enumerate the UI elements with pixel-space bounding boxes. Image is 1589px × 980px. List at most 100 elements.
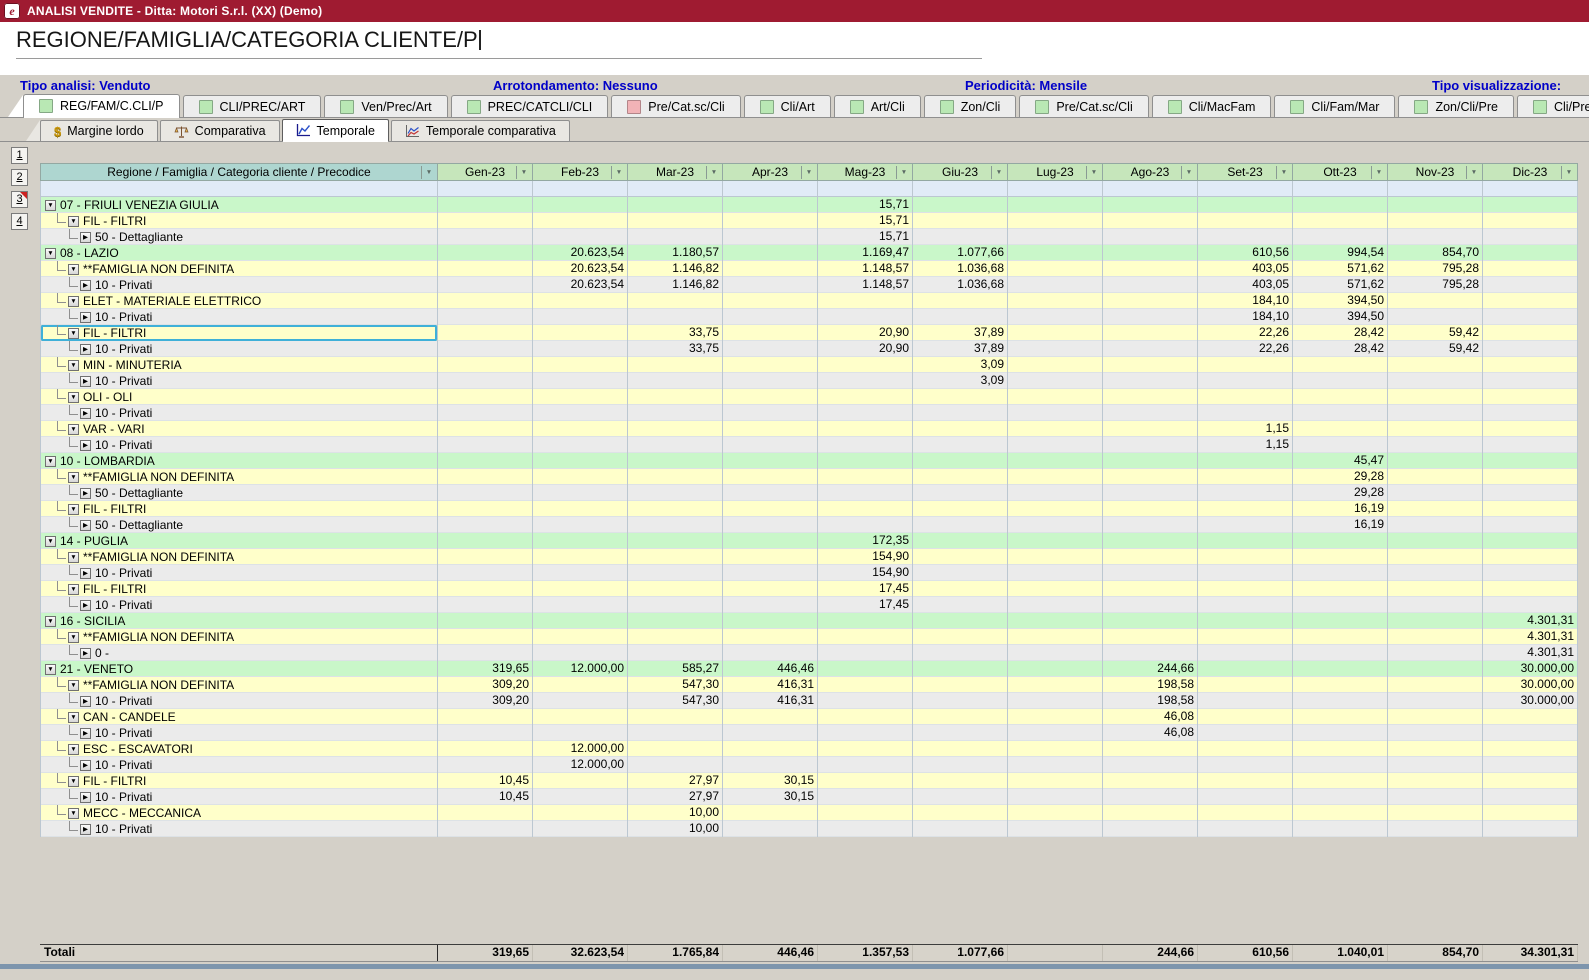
table-row[interactable]: ▼ 21 - VENETO 319,65 12.000,00 585,27 446,46 2… [40, 661, 1578, 677]
table-row[interactable]: ▶ 10 - Privati 154,90 [40, 565, 1578, 581]
month-header-mar-23[interactable]: Mar-23 ▼ [628, 163, 723, 181]
filter-dropdown-icon[interactable]: ▼ [611, 166, 626, 179]
table-row[interactable]: ▼ **FAMIGLIA NON DEFINITA 20.623,54 1.146,8… [40, 261, 1578, 277]
mode-tab-temporale-comparativa[interactable]: Temporale comparativa [390, 120, 570, 141]
month-header-ott-23[interactable]: Ott-23 ▼ [1293, 163, 1388, 181]
tree-collapse-button[interactable]: ▼ [68, 679, 79, 691]
tree-collapse-button[interactable]: ▼ [45, 199, 56, 211]
tree-collapse-button[interactable]: ▼ [68, 631, 79, 643]
view-tab-cli-art[interactable]: Cli/Art [743, 95, 831, 117]
table-row[interactable]: ▶ 10 - Privati 12.000,00 [40, 757, 1578, 773]
table-row[interactable]: ▼ FIL - FILTRI 15,71 [40, 213, 1578, 229]
table-row[interactable]: ▼ FIL - FILTRI 33,75 20,90 37,89 22,26 28,42 59… [40, 325, 1578, 341]
tree-column-header[interactable]: Regione / Famiglia / Categoria cliente /… [40, 163, 438, 181]
tree-collapse-button[interactable]: ▼ [45, 615, 56, 627]
view-tab-cli-pre[interactable]: Cli/Pre [1516, 95, 1589, 117]
table-row[interactable]: ▼ OLI - OLI [40, 389, 1578, 405]
view-tab-pre-cat-sc-cli[interactable]: Pre/Cat.sc/Cli [1019, 95, 1149, 117]
table-row[interactable]: ▶ 10 - Privati 184,10 394,50 [40, 309, 1578, 325]
tree-collapse-button[interactable]: ▼ [68, 391, 79, 403]
tree-collapse-button[interactable]: ▼ [68, 295, 79, 307]
table-row[interactable]: ▼ **FAMIGLIA NON DEFINITA 154,90 [40, 549, 1578, 565]
filter-dropdown-icon[interactable]: ▼ [991, 166, 1006, 179]
page-button-4[interactable]: 4 [11, 213, 28, 230]
tree-expand-button[interactable]: ▶ [80, 519, 91, 531]
tree-collapse-button[interactable]: ▼ [68, 711, 79, 723]
table-row[interactable]: ▶ 0 - 4.301,31 [40, 645, 1578, 661]
tree-collapse-button[interactable]: ▼ [45, 247, 56, 259]
tree-collapse-button[interactable]: ▼ [68, 551, 79, 563]
month-header-gen-23[interactable]: Gen-23 ▼ [438, 163, 533, 181]
tree-collapse-button[interactable]: ▼ [68, 327, 79, 339]
table-row[interactable]: ▼ FIL - FILTRI 16,19 [40, 501, 1578, 517]
tree-expand-button[interactable]: ▶ [80, 759, 91, 771]
tree-collapse-button[interactable]: ▼ [68, 583, 79, 595]
tree-collapse-button[interactable]: ▼ [45, 535, 56, 547]
tree-expand-button[interactable]: ▶ [80, 343, 91, 355]
table-row[interactable]: ▶ 10 - Privati 33,75 20,90 37,89 22,26 28,42 59… [40, 341, 1578, 357]
tree-collapse-button[interactable]: ▼ [68, 775, 79, 787]
table-row[interactable]: ▶ 10 - Privati 10,45 27,97 30,15 [40, 789, 1578, 805]
filter-dropdown-icon[interactable]: ▼ [1086, 166, 1101, 179]
tree-expand-button[interactable]: ▶ [80, 791, 91, 803]
tree-expand-button[interactable]: ▶ [80, 567, 91, 579]
page-button-1[interactable]: 1 [11, 147, 28, 164]
table-row[interactable]: ▼ VAR - VARI 1,15 [40, 421, 1578, 437]
filter-dropdown-icon[interactable]: ▼ [1276, 166, 1291, 179]
tree-collapse-button[interactable]: ▼ [68, 743, 79, 755]
month-header-apr-23[interactable]: Apr-23 ▼ [723, 163, 818, 181]
filter-dropdown-icon[interactable]: ▼ [801, 166, 816, 179]
table-row[interactable]: ▶ 10 - Privati 3,09 [40, 373, 1578, 389]
mode-tab-comparativa[interactable]: Comparativa [159, 120, 280, 141]
view-tab-cli-macfam[interactable]: Cli/MacFam [1151, 95, 1272, 117]
tree-collapse-button[interactable]: ▼ [68, 423, 79, 435]
view-tab-zon-cli[interactable]: Zon/Cli [923, 95, 1017, 117]
month-header-mag-23[interactable]: Mag-23 ▼ [818, 163, 913, 181]
filter-dropdown-icon[interactable]: ▼ [516, 166, 531, 179]
month-header-dic-23[interactable]: Dic-23 ▼ [1483, 163, 1578, 181]
filter-dropdown-icon[interactable]: ▼ [1371, 166, 1386, 179]
table-row[interactable]: ▼ FIL - FILTRI 10,45 27,97 30,15 [40, 773, 1578, 789]
table-row[interactable]: ▶ 50 - Dettagliante 29,28 [40, 485, 1578, 501]
filter-dropdown-icon[interactable]: ▼ [706, 166, 721, 179]
page-button-3[interactable]: 3 [11, 191, 28, 208]
table-row[interactable]: ▼ **FAMIGLIA NON DEFINITA 4.301,31 [40, 629, 1578, 645]
tree-expand-button[interactable]: ▶ [80, 231, 91, 243]
table-row[interactable]: ▼ 16 - SICILIA 4.301,31 [40, 613, 1578, 629]
mode-tab-margine-lordo[interactable]: $ Margine lordo [40, 120, 158, 141]
table-row[interactable]: ▼ 14 - PUGLIA 172,35 [40, 533, 1578, 549]
month-header-set-23[interactable]: Set-23 ▼ [1198, 163, 1293, 181]
filter-dropdown-icon[interactable]: ▼ [1181, 166, 1196, 179]
table-row[interactable]: ▼ FIL - FILTRI 17,45 [40, 581, 1578, 597]
month-header-lug-23[interactable]: Lug-23 ▼ [1008, 163, 1103, 181]
table-row[interactable]: ▶ 10 - Privati 20.623,54 1.146,82 1.148,57 1.… [40, 277, 1578, 293]
table-row[interactable]: ▼ 08 - LAZIO 20.623,54 1.180,57 1.169,47 1.07… [40, 245, 1578, 261]
table-row[interactable]: ▶ 10 - Privati 17,45 [40, 597, 1578, 613]
table-row[interactable]: ▼ CAN - CANDELE 46,08 [40, 709, 1578, 725]
tree-expand-button[interactable]: ▶ [80, 407, 91, 419]
tree-collapse-button[interactable]: ▼ [68, 807, 79, 819]
table-row[interactable]: ▼ **FAMIGLIA NON DEFINITA 309,20 547,30 416,… [40, 677, 1578, 693]
table-row[interactable]: ▼ MECC - MECCANICA 10,00 [40, 805, 1578, 821]
table-row[interactable]: ▶ 10 - Privati 309,20 547,30 416,31 198,58 30.… [40, 693, 1578, 709]
table-row[interactable]: ▶ 50 - Dettagliante 16,19 [40, 517, 1578, 533]
tree-expand-button[interactable]: ▶ [80, 439, 91, 451]
view-tab-ven-prec-art[interactable]: Ven/Prec/Art [324, 95, 448, 117]
tree-collapse-button[interactable]: ▼ [68, 471, 79, 483]
tree-expand-button[interactable]: ▶ [80, 375, 91, 387]
tree-expand-button[interactable]: ▶ [80, 311, 91, 323]
table-row[interactable]: ▼ ESC - ESCAVATORI 12.000,00 [40, 741, 1578, 757]
tree-collapse-button[interactable]: ▼ [68, 503, 79, 515]
table-row[interactable]: ▼ 10 - LOMBARDIA 45,47 [40, 453, 1578, 469]
filter-dropdown-icon[interactable]: ▼ [1466, 166, 1481, 179]
table-row[interactable]: ▼ ELET - MATERIALE ELETTRICO 184,10 394,50 [40, 293, 1578, 309]
tree-expand-button[interactable]: ▶ [80, 279, 91, 291]
table-row[interactable]: ▼ 07 - FRIULI VENEZIA GIULIA 15,71 [40, 197, 1578, 213]
mode-tab-temporale[interactable]: Temporale [281, 119, 389, 142]
tree-collapse-button[interactable]: ▼ [68, 215, 79, 227]
table-row[interactable]: ▶ 10 - Privati 46,08 [40, 725, 1578, 741]
view-tab-art-cli[interactable]: Art/Cli [833, 95, 921, 117]
view-tab-cli-fam-mar[interactable]: Cli/Fam/Mar [1274, 95, 1396, 117]
table-row[interactable]: ▶ 50 - Dettagliante 15,71 [40, 229, 1578, 245]
tree-collapse-button[interactable]: ▼ [45, 663, 56, 675]
